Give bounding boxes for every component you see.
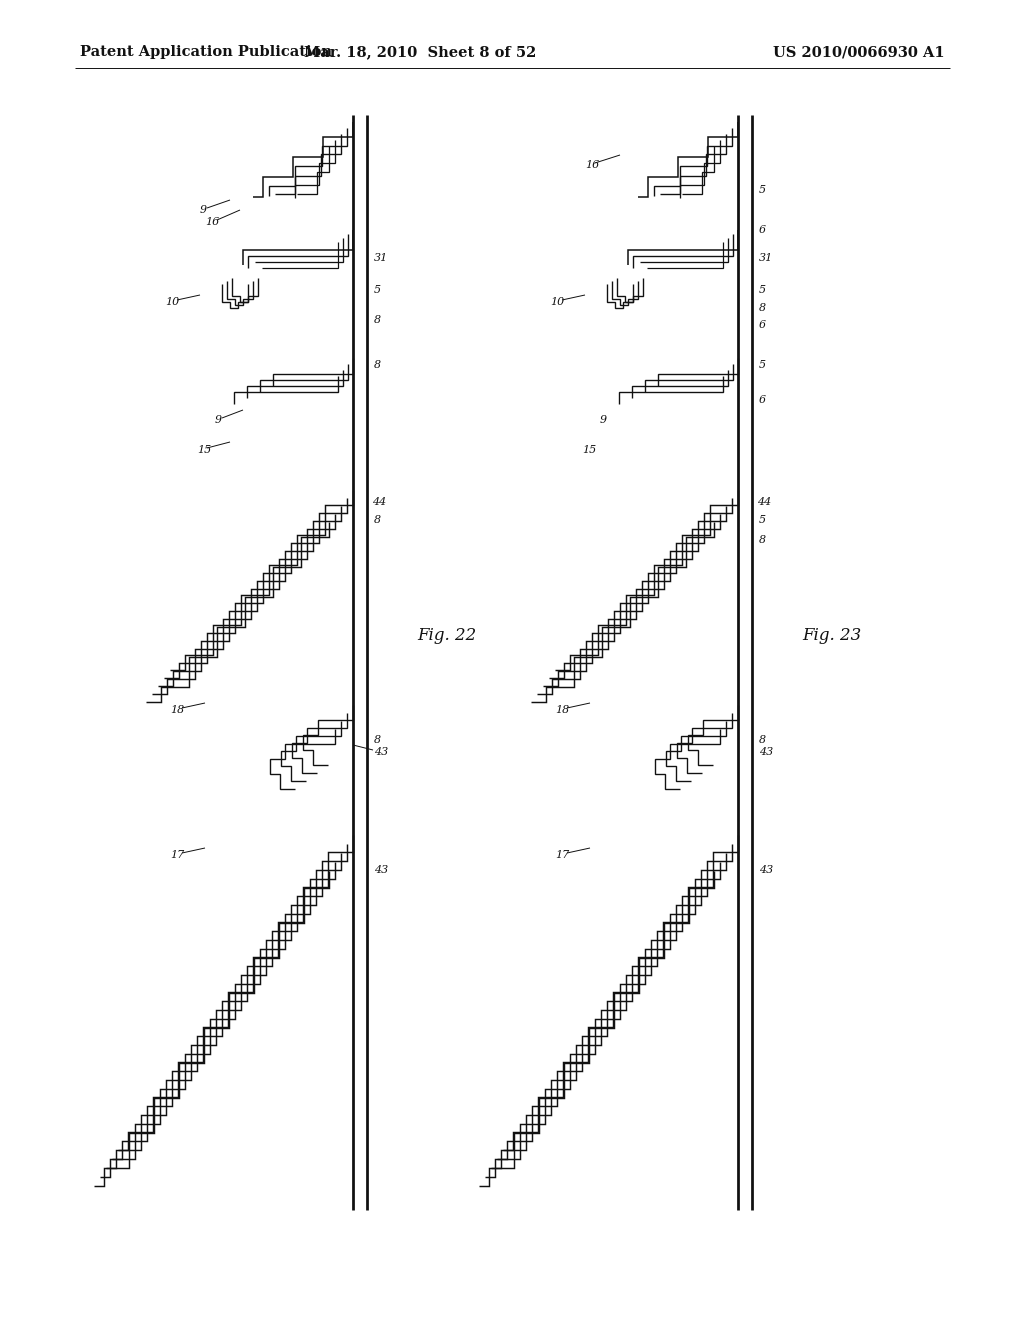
Text: 5: 5	[759, 185, 766, 195]
Text: 43: 43	[374, 865, 388, 875]
Text: 16: 16	[205, 216, 219, 227]
Text: Fig. 22: Fig. 22	[417, 627, 476, 644]
Text: 8: 8	[759, 304, 766, 313]
Text: 43: 43	[759, 865, 773, 875]
Text: 5: 5	[759, 360, 766, 370]
Text: 8: 8	[374, 315, 381, 325]
Text: 18: 18	[170, 705, 184, 715]
Text: 6: 6	[759, 395, 766, 405]
Text: US 2010/0066930 A1: US 2010/0066930 A1	[773, 45, 945, 59]
Text: 6: 6	[759, 224, 766, 235]
Text: Fig. 23: Fig. 23	[802, 627, 861, 644]
Text: 44: 44	[757, 498, 771, 507]
Text: 9: 9	[600, 414, 607, 425]
Text: 43: 43	[374, 747, 388, 756]
Text: 8: 8	[759, 535, 766, 545]
Text: 31: 31	[759, 253, 773, 263]
Text: Mar. 18, 2010  Sheet 8 of 52: Mar. 18, 2010 Sheet 8 of 52	[304, 45, 537, 59]
Text: 8: 8	[759, 735, 766, 744]
Text: 9: 9	[200, 205, 207, 215]
Text: 31: 31	[374, 253, 388, 263]
Text: Patent Application Publication: Patent Application Publication	[80, 45, 332, 59]
Text: 17: 17	[170, 850, 184, 861]
Text: 16: 16	[585, 160, 599, 170]
Text: 10: 10	[550, 297, 564, 308]
Text: 15: 15	[197, 445, 211, 455]
Text: 18: 18	[555, 705, 569, 715]
Text: 15: 15	[582, 445, 596, 455]
Text: 8: 8	[374, 735, 381, 744]
Text: 5: 5	[759, 515, 766, 525]
Text: 8: 8	[374, 515, 381, 525]
Text: 8: 8	[374, 360, 381, 370]
Text: 44: 44	[372, 498, 386, 507]
Text: 10: 10	[165, 297, 179, 308]
Text: 5: 5	[374, 285, 381, 294]
Text: 43: 43	[759, 747, 773, 756]
Text: 6: 6	[759, 319, 766, 330]
Text: 9: 9	[215, 414, 222, 425]
Text: 17: 17	[555, 850, 569, 861]
Text: 5: 5	[759, 285, 766, 294]
